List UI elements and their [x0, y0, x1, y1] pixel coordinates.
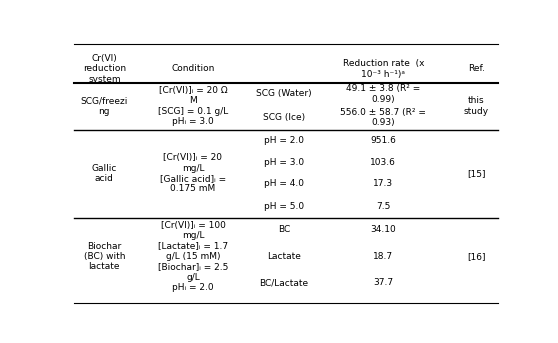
- Text: Gallic
acid: Gallic acid: [92, 164, 117, 183]
- Text: BC/Lactate: BC/Lactate: [259, 278, 309, 287]
- Text: Cr(VI)
reduction
system: Cr(VI) reduction system: [83, 54, 126, 84]
- Text: [15]: [15]: [467, 169, 485, 178]
- Text: 34.10: 34.10: [371, 225, 396, 235]
- Text: Reduction rate  (x
10⁻³ h⁻¹)ᵃ: Reduction rate (x 10⁻³ h⁻¹)ᵃ: [343, 59, 424, 79]
- Text: 18.7: 18.7: [373, 252, 393, 261]
- Text: 7.5: 7.5: [376, 202, 391, 211]
- Text: 49.1 ± 3.8 (R² =
0.99): 49.1 ± 3.8 (R² = 0.99): [346, 84, 420, 104]
- Text: 556.0 ± 58.7 (R² =
0.93): 556.0 ± 58.7 (R² = 0.93): [340, 108, 426, 128]
- Text: Condition: Condition: [171, 64, 215, 73]
- Text: BC: BC: [278, 225, 290, 235]
- Text: pH = 4.0: pH = 4.0: [264, 179, 304, 188]
- Text: Lactate: Lactate: [267, 252, 301, 261]
- Text: Biochar
(BC) with
lactate: Biochar (BC) with lactate: [84, 241, 125, 271]
- Text: this
study: this study: [464, 96, 489, 116]
- Text: SCG (Water): SCG (Water): [256, 90, 311, 98]
- Text: pH = 3.0: pH = 3.0: [264, 158, 304, 167]
- Text: [Cr(VI)]ᵢ = 20
mg/L
[Gallic acid]ᵢ =
0.175 mM: [Cr(VI)]ᵢ = 20 mg/L [Gallic acid]ᵢ = 0.1…: [160, 153, 226, 193]
- Text: 17.3: 17.3: [373, 179, 393, 188]
- Text: Ref.: Ref.: [468, 64, 485, 73]
- Text: 103.6: 103.6: [371, 158, 396, 167]
- Text: [Cr(VI)]ᵢ = 20 Ω
M
[SCG] = 0.1 g/L
pHᵢ = 3.0: [Cr(VI)]ᵢ = 20 Ω M [SCG] = 0.1 g/L pHᵢ =…: [158, 86, 228, 126]
- Text: [Cr(VI)]ᵢ = 100
mg/L
[Lactate]ᵢ = 1.7
g/L (15 mM)
[Biochar]ᵢ = 2.5
g/L
pHᵢ = 2.0: [Cr(VI)]ᵢ = 100 mg/L [Lactate]ᵢ = 1.7 g/…: [158, 221, 228, 292]
- Text: pH = 2.0: pH = 2.0: [264, 136, 304, 145]
- Text: pH = 5.0: pH = 5.0: [264, 202, 304, 211]
- Text: 37.7: 37.7: [373, 278, 393, 287]
- Text: [16]: [16]: [467, 252, 485, 261]
- Text: SCG/freezi
ng: SCG/freezi ng: [81, 96, 128, 116]
- Text: SCG (Ice): SCG (Ice): [263, 113, 305, 122]
- Text: 951.6: 951.6: [371, 136, 396, 145]
